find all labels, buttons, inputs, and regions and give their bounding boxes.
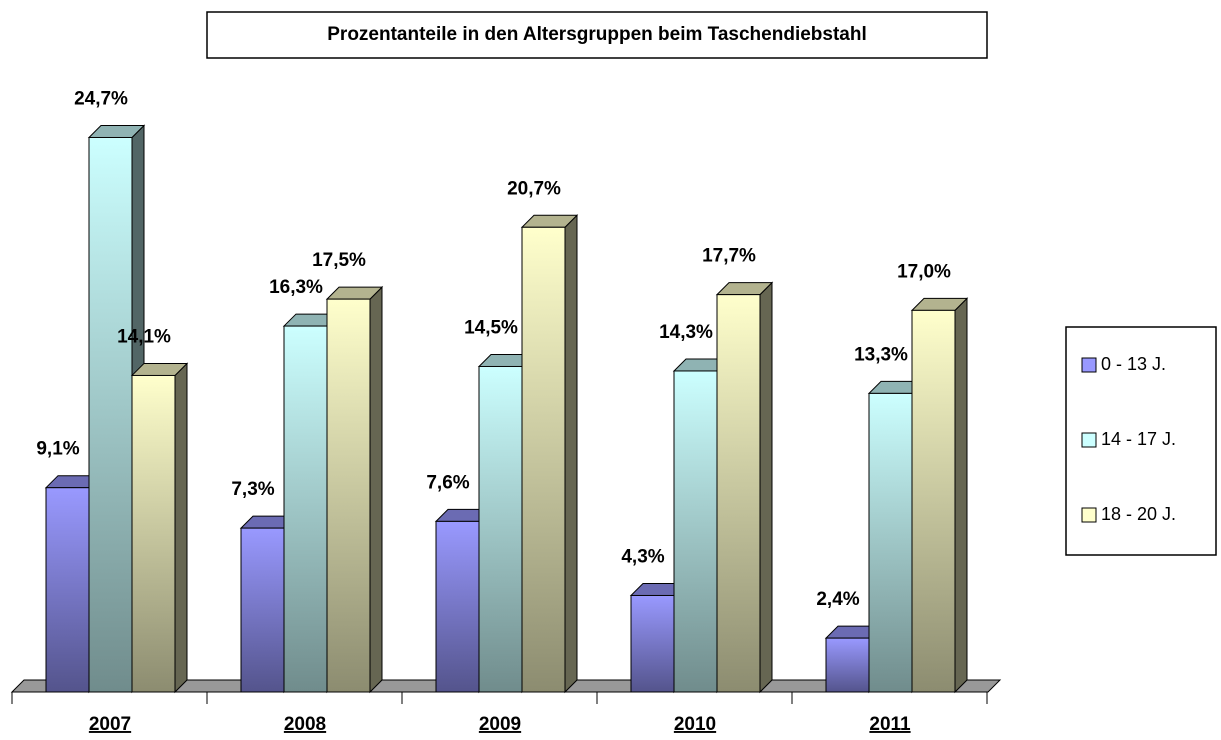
data-label: 7,6%	[426, 472, 469, 493]
bar-front	[435, 520, 480, 693]
x-tick-label: 2007	[89, 714, 131, 735]
bar-front	[911, 309, 956, 693]
data-label: 16,3%	[269, 277, 323, 298]
data-label: 9,1%	[36, 439, 79, 460]
legend-swatch	[1081, 432, 1097, 448]
bar-front	[630, 594, 675, 693]
x-tick-label: 2009	[479, 714, 521, 735]
bar	[44, 474, 103, 694]
bar-front	[478, 365, 523, 693]
legend-label: 14 - 17 J.	[1101, 429, 1176, 449]
bar	[910, 297, 969, 694]
bar	[130, 362, 189, 694]
bar-front	[326, 298, 371, 693]
bar-side	[759, 281, 773, 694]
bar-side	[369, 285, 383, 694]
bar	[715, 281, 774, 694]
bar-front	[240, 527, 285, 693]
data-label: 17,7%	[702, 246, 756, 267]
bar-front	[716, 294, 761, 693]
bar-front	[825, 637, 870, 693]
x-tick-label: 2008	[284, 714, 326, 735]
bar	[520, 214, 579, 694]
x-tick-label: 2010	[674, 714, 716, 735]
data-label: 13,3%	[854, 344, 908, 365]
bar-front	[521, 226, 566, 693]
bar-front	[868, 392, 913, 693]
data-label: 7,3%	[231, 479, 274, 500]
chart-title: Prozentanteile in den Altersgruppen beim…	[327, 24, 867, 45]
data-label: 14,5%	[464, 317, 518, 338]
title-box	[206, 11, 988, 59]
legend-label: 18 - 20 J.	[1101, 504, 1176, 524]
bar-front	[131, 374, 176, 693]
bar-front	[283, 325, 328, 693]
bar	[325, 285, 384, 694]
legend-swatch	[1081, 357, 1097, 373]
bar-front	[88, 136, 133, 693]
data-label: 14,1%	[117, 326, 171, 347]
data-label: 20,7%	[507, 178, 561, 199]
data-label: 14,3%	[659, 322, 713, 343]
bar-front	[45, 487, 90, 693]
data-label: 4,3%	[621, 546, 664, 567]
data-label: 24,7%	[74, 89, 128, 110]
x-tick-label: 2011	[869, 714, 911, 735]
bar-side	[954, 297, 968, 694]
data-label: 17,5%	[312, 250, 366, 271]
bar-side	[174, 362, 188, 694]
bar-side	[564, 214, 578, 694]
data-label: 17,0%	[897, 261, 951, 282]
bar-front	[673, 370, 718, 693]
legend-swatch	[1081, 507, 1097, 523]
legend-label: 0 - 13 J.	[1101, 354, 1166, 374]
data-label: 2,4%	[816, 589, 859, 610]
